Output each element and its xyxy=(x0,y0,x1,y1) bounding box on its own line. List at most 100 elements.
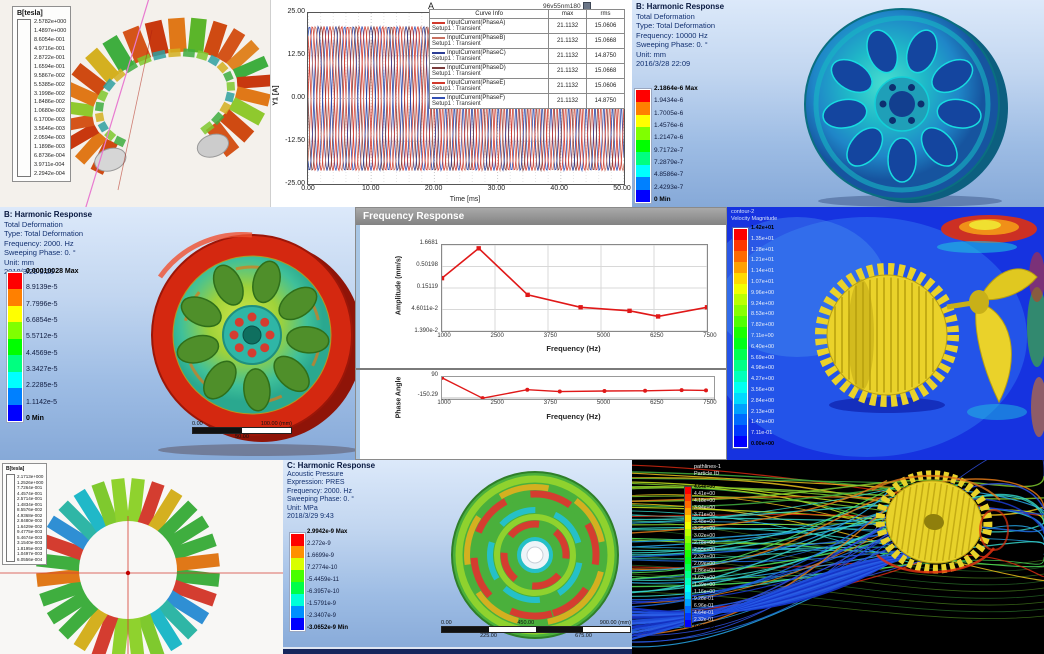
y-tick: 0.00 xyxy=(291,94,305,101)
curve-max: 21.1132 xyxy=(548,78,588,94)
colorbar-value: -2.3407e-9 xyxy=(307,613,337,619)
flux-legend-value: 1.1898e-003 xyxy=(34,144,65,151)
colorbar-value: -6.3957e-10 xyxy=(307,589,340,595)
curve-name: InputCurrent(PhaseF) xyxy=(447,95,506,101)
ruler-min: 0.00 xyxy=(192,421,203,427)
curve-setup: Setup1 : Transient xyxy=(432,71,481,77)
amp-y-tick: 1.390e-2 xyxy=(414,328,438,334)
stator-flux-plot xyxy=(0,478,283,654)
panel-pathlines: pathlines-1 Particle ID 4.64e+00 4.41e+00 4… xyxy=(632,460,1044,654)
legend-header: Curve Info xyxy=(428,9,550,19)
particle-value: 3.94e+00 xyxy=(694,505,715,511)
legend-row: InputCurrent(PhaseF) Setup1 : Transient … xyxy=(428,93,625,109)
window-titlebar[interactable]: Frequency Response xyxy=(356,208,726,225)
ruler-min: 0.00 xyxy=(441,620,452,626)
velocity-colorbar xyxy=(732,227,749,449)
flux-legend-value: 2.8722e-001 xyxy=(34,54,65,61)
x-tick: 40.00 xyxy=(550,185,568,192)
phase-x-tick: 1000 xyxy=(437,400,451,406)
curve-max: 21.1132 xyxy=(548,93,588,109)
legend-header: rms xyxy=(586,9,625,19)
flux-legend-value: 6.8736e-004 xyxy=(34,153,65,160)
curve-rms: 14.8750 xyxy=(586,48,625,64)
legend-row: InputCurrent(PhaseD) Setup1 : Transient … xyxy=(428,63,625,79)
ruler-q1: 225.00 xyxy=(480,633,497,639)
panel-footer-strip xyxy=(283,649,632,654)
header-line: Total Deformation xyxy=(636,11,695,21)
header-line: Total Deformation xyxy=(4,219,63,229)
flux-legend-value: 1.0680e-002 xyxy=(34,108,65,115)
velocity-value: 3.56e+00 xyxy=(751,386,775,393)
amp-y-tick: 0.15119 xyxy=(416,284,438,290)
particle-value: 6.96e-01 xyxy=(694,603,714,609)
ruler-mid: 450.00 xyxy=(517,620,535,626)
header-line: B: Harmonic Response xyxy=(4,210,93,219)
flux-legend-title: B[tesla] xyxy=(17,10,43,17)
velocity-value: 4.98e+00 xyxy=(751,365,775,372)
colorbar-value: 1.1142e-5 xyxy=(26,398,58,406)
velocity-value: 1.42e+01 xyxy=(751,225,775,231)
x-tick: 10.00 xyxy=(362,185,380,192)
pathlines-header-line: Particle ID xyxy=(694,471,720,477)
colorbar-value: 0 Min xyxy=(26,414,44,422)
velocity-value: 0.00e+00 xyxy=(751,440,775,447)
amp-y-tick: 1.6681 xyxy=(419,240,438,246)
colorbar-value: 2.1864e-6 Max xyxy=(654,85,698,92)
chart-divider xyxy=(356,368,726,370)
particle-value: 2.32e-01 xyxy=(694,617,714,623)
curve-rms: 14.8750 xyxy=(586,93,625,109)
curve-max: 21.1132 xyxy=(548,48,588,64)
scale-ruler: 0.00 450.00 900.00 (mm) 225.00 675.00 xyxy=(441,620,631,639)
curve-swatch xyxy=(432,82,445,84)
curve-rms: 15.0606 xyxy=(586,18,625,34)
flux-legend-value: 3.9711e-004 xyxy=(34,162,65,168)
colorbar-value: -1.5791e-9 xyxy=(307,601,337,607)
header-line: Sweeping Phase: 0. ° xyxy=(287,496,355,503)
particle-value: 2.78e+00 xyxy=(694,540,715,546)
particle-value: 1.16e+00 xyxy=(694,589,715,595)
flux-legend-value: 9.4775e-003 xyxy=(17,529,43,535)
x-tick: 30.00 xyxy=(487,185,506,192)
flux-legend-value: 2.0594e-003 xyxy=(34,135,65,142)
flux-legend-value: 1.8486e-002 xyxy=(34,99,65,106)
flux-legend-value: 7.7264e-001 xyxy=(17,485,43,491)
velocity-value: 4.27e+00 xyxy=(751,376,775,383)
header-line: Frequency: 2000. Hz xyxy=(287,487,352,495)
curve-rms: 15.0668 xyxy=(586,33,625,49)
velocity-value: 7.11e-01 xyxy=(751,430,773,437)
amp-x-tick: 6250 xyxy=(650,333,664,339)
red-wheel-model xyxy=(151,232,355,456)
curve-name: InputCurrent(PhaseD) xyxy=(447,65,506,71)
y-tick: 12.50 xyxy=(287,51,305,58)
curve-setup: Setup1 : Transient xyxy=(432,101,481,107)
scale-ruler: 0.00 100.00 (mm) 50.00 xyxy=(192,421,292,440)
x-tick: 50.00 xyxy=(613,185,631,192)
result-colorbar xyxy=(6,271,24,423)
velocity-value: 6.40e+00 xyxy=(751,343,775,350)
x-tick: 20.00 xyxy=(424,185,443,192)
y-tick: 25.00 xyxy=(287,8,305,15)
legend-row: InputCurrent(PhaseA) Setup1 : Transient … xyxy=(428,18,625,34)
ruler-mid: 50.00 xyxy=(235,434,249,440)
curve-setup: Setup1 : Transient xyxy=(432,41,481,47)
colorbar-value: 1.2147e-6 xyxy=(654,134,684,142)
curve-max: 21.1132 xyxy=(548,33,588,49)
flux-legend-value: 2.8480e-002 xyxy=(17,518,43,524)
curve-setup: Setup1 : Transient xyxy=(432,26,481,32)
panel-flux-torus: B[tesla] 2.5782e+000 1.4897e+000 8.6054e-0… xyxy=(0,0,270,207)
phase-x-tick: 7500 xyxy=(703,400,717,406)
pathlines-header-line: pathlines-1 xyxy=(694,464,721,470)
amp-x-tick: 3750 xyxy=(543,333,558,339)
colorbar-value: 2.272e-9 xyxy=(307,541,331,547)
curve-setup: Setup1 : Transient xyxy=(432,86,481,92)
amp-y-tick: 4.6011e-2 xyxy=(411,306,438,312)
header-line: C: Harmonic Response xyxy=(287,461,376,470)
particle-value: 2.55e+00 xyxy=(694,547,715,553)
y-tick: -12.50 xyxy=(285,137,305,144)
amp-x-axis-label: Frequency (Hz) xyxy=(546,344,601,353)
panel-acoustic-pressure: C: Harmonic Response Acoustic Pressure Exp… xyxy=(283,460,632,654)
colorbar-value: 1.6699e-9 xyxy=(307,553,335,559)
colorbar-value: 7.2774e-10 xyxy=(307,565,338,571)
velocity-value: 1.14e+01 xyxy=(751,268,775,275)
